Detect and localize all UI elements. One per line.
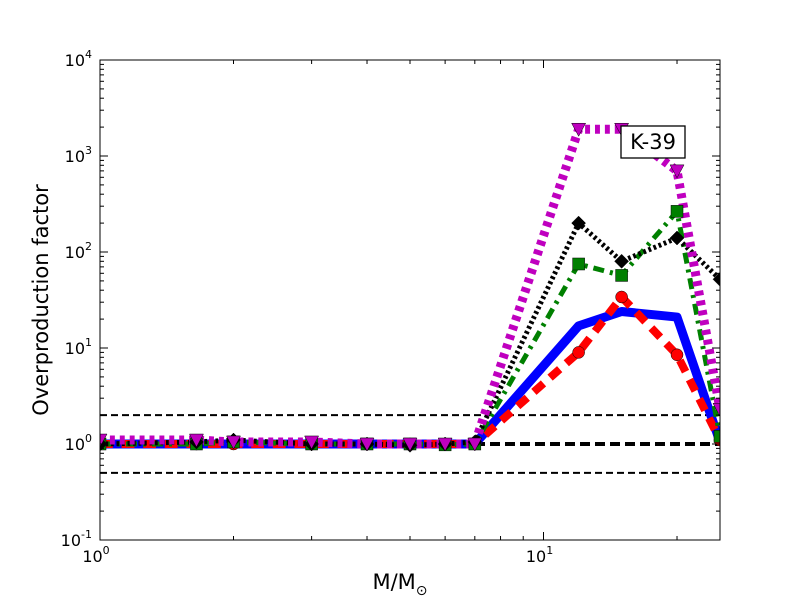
y-tick-label-4: 103 <box>65 144 92 166</box>
y-tick-label-4-exp: 3 <box>85 144 92 157</box>
series-3-point-9 <box>614 253 629 269</box>
series-layer <box>100 122 720 453</box>
y-tick-label-2: 101 <box>65 336 92 358</box>
x-tick-label-1-exp: 1 <box>546 544 553 557</box>
series-4-point-5 <box>402 437 418 452</box>
y-tick-label-1-exp: 0 <box>85 432 92 445</box>
y-tick-label-1-base: 10 <box>65 435 85 454</box>
annotation-label: K-39 <box>630 130 676 154</box>
series-1-point-10 <box>670 348 684 362</box>
series-4-point-11 <box>712 403 720 417</box>
annotation-box: K-39 <box>620 125 686 159</box>
y-tick-label-5: 104 <box>65 48 92 70</box>
series-3-point-11 <box>712 271 720 287</box>
series-4-point-6 <box>437 437 453 452</box>
y-tick-label-2-exp: 1 <box>85 336 92 349</box>
y-tick-label-5-base: 10 <box>65 51 85 70</box>
series-3-point-10 <box>669 230 685 246</box>
series-1-point-9 <box>615 290 628 304</box>
x-tick-label-1: 101 <box>526 544 553 566</box>
series-4-line <box>100 124 720 449</box>
series-4-point-1 <box>189 433 204 448</box>
x-tick-label-0-base: 10 <box>82 547 102 566</box>
y-tick-label-0-base: 10 <box>61 531 81 550</box>
series-4-point-10 <box>669 164 685 179</box>
x-tick-label-0-exp: 0 <box>103 544 110 557</box>
y-tick-label-0: 10-1 <box>61 528 92 550</box>
series-2-line <box>100 208 720 448</box>
y-tick-label-5-exp: 4 <box>85 48 92 61</box>
series-4-point-2 <box>226 435 241 450</box>
x-axis-label: M/M⊙ <box>372 570 427 599</box>
series-2-point-9 <box>615 269 628 282</box>
y-tick-label-3: 102 <box>65 240 92 262</box>
annotation-frame <box>620 125 686 159</box>
x-tick-label-0: 100 <box>82 544 109 566</box>
y-tick-label-1: 100 <box>65 432 92 454</box>
series-4-point-4 <box>359 437 375 452</box>
axis-ticks <box>99 59 720 541</box>
series-3-point-8 <box>571 215 586 231</box>
series-4-point-7 <box>467 437 483 452</box>
x-tick-label-1-base: 10 <box>526 547 546 566</box>
y-tick-label-4-base: 10 <box>65 147 85 166</box>
series-1-point-8 <box>572 346 585 359</box>
series-2-point-8 <box>572 257 585 271</box>
series-4-point-8 <box>571 122 587 137</box>
x-axis-label-subscript: ⊙ <box>416 583 428 599</box>
x-axis-label-main: M/M <box>372 570 415 594</box>
y-tick-label-2-base: 10 <box>65 339 85 358</box>
y-tick-label-0-exp: -1 <box>81 528 92 541</box>
y-axis-label: Overproduction factor <box>29 184 53 416</box>
y-tick-label-3-base: 10 <box>65 243 85 262</box>
y-tick-label-3-exp: 2 <box>85 240 92 253</box>
series-2-point-10 <box>670 205 684 218</box>
series-2-point-11 <box>713 430 720 443</box>
series-4-point-3 <box>304 435 320 450</box>
